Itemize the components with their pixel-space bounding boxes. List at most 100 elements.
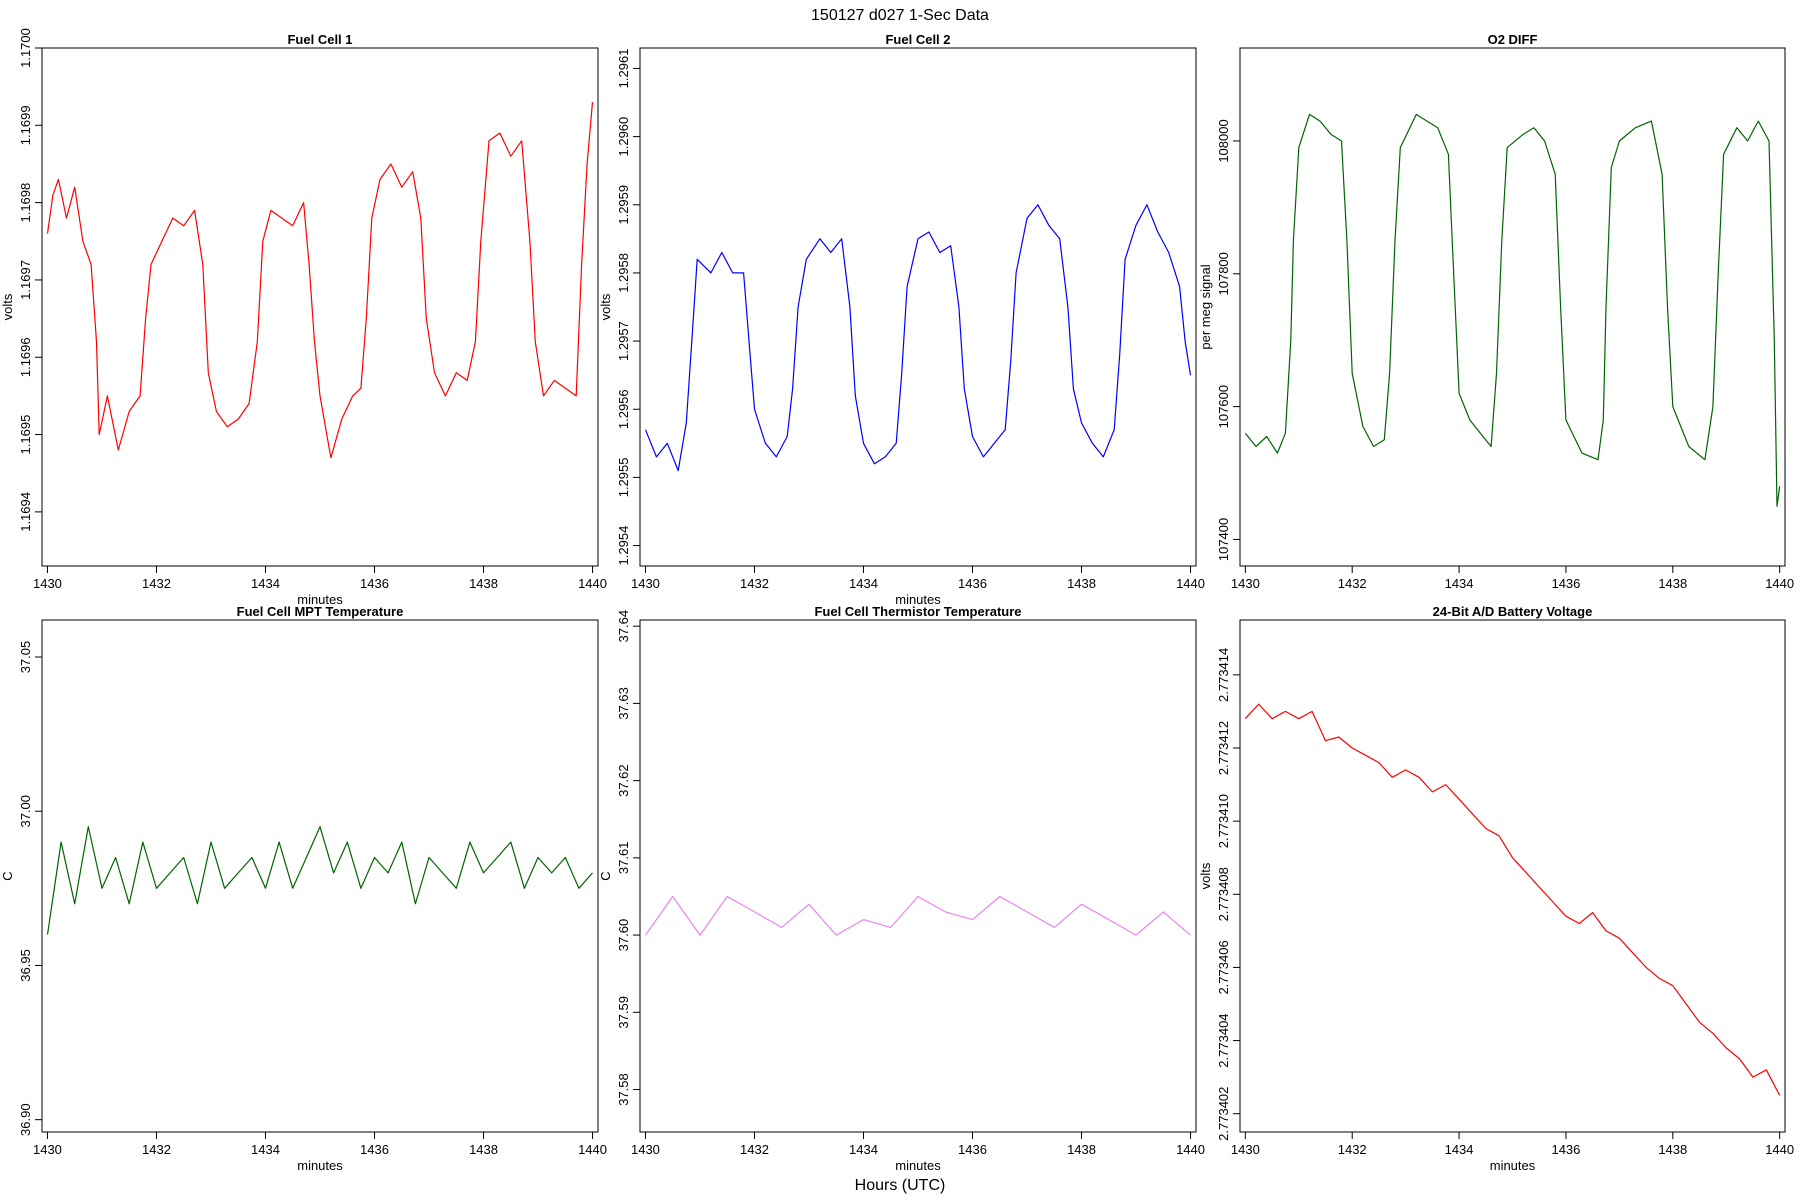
x-tick-label: 1436 <box>958 1142 987 1157</box>
x-tick-label: 1440 <box>1765 576 1794 591</box>
y-tick-label: 107800 <box>1216 252 1231 295</box>
y-tick-label: 1.2954 <box>616 526 631 566</box>
panel-1: Fuel Cell 1 1430 1432 1434 1436 1438 1440 minut… <box>0 28 607 607</box>
panel-2: Fuel Cell 2 1430 1432 1434 1436 1438 1440 minut… <box>598 32 1205 607</box>
x-axis-label: minutes <box>1490 1158 1536 1173</box>
series-line-1 <box>46 826 593 935</box>
y-tick-label: 37.61 <box>616 842 631 875</box>
y-axis-label: volts <box>598 293 613 320</box>
x-tick-label: 1436 <box>1551 576 1580 591</box>
x-axis-label: minutes <box>297 1158 343 1173</box>
x-tick-label: 1438 <box>1658 576 1687 591</box>
x-tick-label: 1436 <box>360 576 389 591</box>
y-tick-label: 36.95 <box>18 949 33 982</box>
y-tick-label: 37.00 <box>18 795 33 828</box>
x-tick-label: 1440 <box>1765 1142 1794 1157</box>
x-tick-label: 1434 <box>849 1142 878 1157</box>
x-tick-label: 1432 <box>1338 576 1367 591</box>
figure-title: 150127 d027 1-Sec Data <box>811 7 989 24</box>
y-tick-label: 2.773404 <box>1216 1013 1231 1067</box>
series-line-1 <box>645 895 1191 936</box>
x-tick-label: 1438 <box>1658 1142 1687 1157</box>
x-tick-label: 1430 <box>1231 576 1260 591</box>
series-line-1 <box>644 204 1192 472</box>
y-axis-label: C <box>0 871 15 880</box>
y-tick-label: 1.1694 <box>18 492 33 532</box>
y-tick-label: 1.2955 <box>616 458 631 498</box>
y-tick-label: 2.773402 <box>1216 1087 1231 1141</box>
y-tick-label: 1.2959 <box>616 185 631 225</box>
x-tick-label: 1430 <box>33 576 62 591</box>
x-tick-label: 1434 <box>251 1142 280 1157</box>
plot-frame <box>639 47 1197 567</box>
y-axis-label: per meg signal <box>1198 264 1213 349</box>
x-tick-label: 1438 <box>469 576 498 591</box>
x-tick-label: 1440 <box>578 576 607 591</box>
x-tick-label: 1432 <box>142 1142 171 1157</box>
y-tick-label: 1.1698 <box>18 183 33 223</box>
x-tick-label: 1430 <box>631 576 660 591</box>
y-tick-label: 36.90 <box>18 1103 33 1136</box>
x-tick-label: 1440 <box>578 1142 607 1157</box>
panel-6: 24-Bit A/D Battery Voltage 1430 1432 1434 14… <box>1198 604 1794 1173</box>
y-tick-label: 1.1699 <box>18 105 33 145</box>
panel-3: O2 DIFF 1430 1432 1434 1436 1438 1440 107400 107… <box>1198 32 1794 591</box>
y-tick-label: 1.2956 <box>616 389 631 429</box>
y-tick-label: 1.2958 <box>616 253 631 293</box>
panel-title: Fuel Cell MPT Temperature <box>237 604 404 619</box>
panel-5: Fuel Cell Thermistor Temperature 1430 1432… <box>598 604 1205 1173</box>
panel-title: O2 DIFF <box>1488 32 1538 47</box>
series-line-1 <box>1244 113 1781 507</box>
y-tick-label: 2.773406 <box>1216 940 1231 994</box>
x-tick-label: 1438 <box>1067 1142 1096 1157</box>
y-tick-label: 37.05 <box>18 641 33 674</box>
y-axis-label: volts <box>1198 862 1213 889</box>
y-axis-label: C <box>598 871 613 880</box>
y-tick-label: 37.59 <box>616 996 631 1029</box>
panel-title: 24-Bit A/D Battery Voltage <box>1433 604 1593 619</box>
figure-x-label: Hours (UTC) <box>855 1177 946 1194</box>
x-tick-label: 1430 <box>33 1142 62 1157</box>
y-tick-label: 1.1696 <box>18 337 33 377</box>
y-tick-label: 1.2961 <box>616 49 631 89</box>
y-tick-label: 37.63 <box>616 687 631 720</box>
plot-frame <box>41 619 599 1133</box>
x-tick-label: 1438 <box>1067 576 1096 591</box>
x-axis-label: minutes <box>895 1158 941 1173</box>
y-tick-label: 107400 <box>1216 518 1231 561</box>
x-tick-label: 1436 <box>1551 1142 1580 1157</box>
y-tick-label: 1.1695 <box>18 415 33 455</box>
y-tick-label: 37.60 <box>616 919 631 952</box>
panel-title: Fuel Cell Thermistor Temperature <box>814 604 1021 619</box>
x-axis-label: minutes <box>297 592 343 607</box>
x-tick-label: 1440 <box>1176 576 1205 591</box>
y-axis-label: volts <box>0 293 15 320</box>
y-tick-label: 2.773410 <box>1216 794 1231 848</box>
x-axis-label: minutes <box>895 592 941 607</box>
y-tick-label: 1.1700 <box>18 28 33 68</box>
y-tick-label: 1.2960 <box>616 117 631 157</box>
plot-frame <box>1239 619 1786 1133</box>
x-tick-label: 1434 <box>849 576 878 591</box>
x-tick-label: 1434 <box>1445 576 1474 591</box>
y-tick-label: 2.773412 <box>1216 721 1231 775</box>
plot-frame <box>1239 47 1786 567</box>
y-tick-label: 37.62 <box>616 764 631 797</box>
y-tick-label: 2.773408 <box>1216 867 1231 921</box>
y-tick-label: 108000 <box>1216 119 1231 162</box>
panel-title: Fuel Cell 1 <box>287 32 352 47</box>
x-tick-label: 1432 <box>142 576 171 591</box>
x-tick-label: 1440 <box>1176 1142 1205 1157</box>
y-tick-label: 37.64 <box>616 610 631 643</box>
plot-frame <box>639 619 1197 1133</box>
y-tick-label: 37.58 <box>616 1073 631 1106</box>
x-tick-label: 1438 <box>469 1142 498 1157</box>
series-line-1 <box>1244 703 1781 1096</box>
x-tick-label: 1436 <box>958 576 987 591</box>
x-tick-label: 1432 <box>740 576 769 591</box>
y-tick-label: 1.1697 <box>18 260 33 300</box>
y-tick-label: 2.773414 <box>1216 648 1231 702</box>
x-tick-label: 1432 <box>740 1142 769 1157</box>
panel-title: Fuel Cell 2 <box>885 32 950 47</box>
